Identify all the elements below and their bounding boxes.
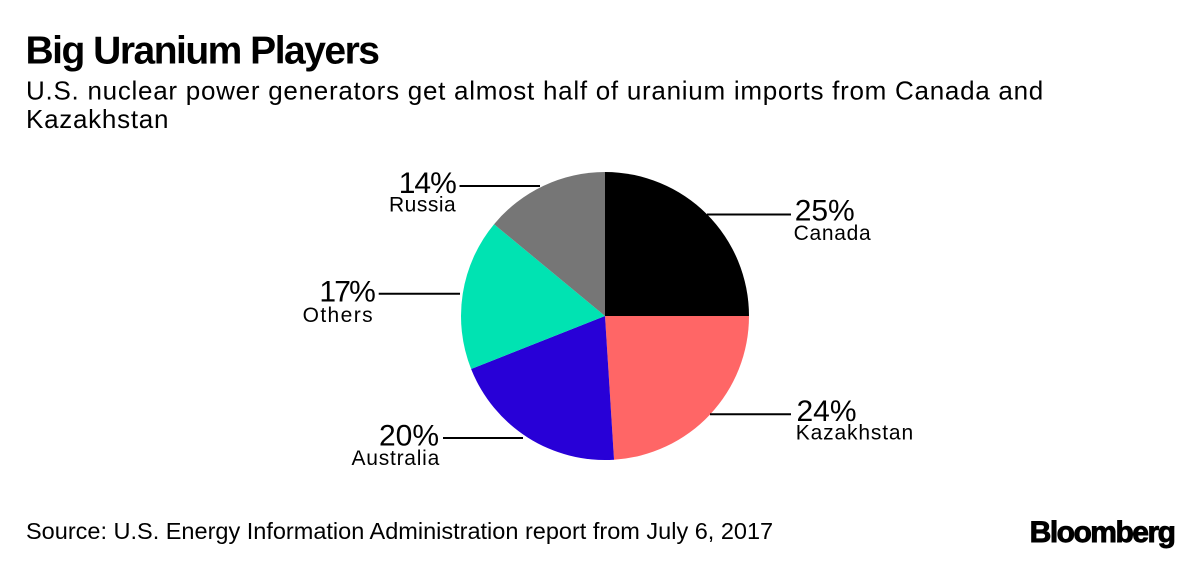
- svg-text:Kazakhstan: Kazakhstan: [796, 422, 914, 445]
- svg-text:Others: Others: [303, 304, 374, 327]
- svg-text:24%: 24%: [797, 395, 857, 428]
- svg-text:17%: 17%: [319, 276, 375, 309]
- svg-text:U.S. nuclear power generators: U.S. nuclear power generators get almost…: [26, 76, 1044, 106]
- svg-text:Bloomberg: Bloomberg: [1030, 516, 1175, 549]
- svg-text:14%: 14%: [399, 167, 456, 200]
- svg-text:Big Uranium Players: Big Uranium Players: [26, 30, 380, 73]
- svg-text:25%: 25%: [795, 194, 855, 227]
- svg-text:Canada: Canada: [794, 222, 872, 245]
- svg-text:Kazakhstan: Kazakhstan: [26, 104, 169, 134]
- svg-text:Source: U.S. Energy Informatio: Source: U.S. Energy Information Administ…: [26, 518, 773, 544]
- svg-text:Australia: Australia: [352, 447, 440, 470]
- svg-text:20%: 20%: [379, 419, 439, 452]
- svg-text:Russia: Russia: [389, 194, 456, 217]
